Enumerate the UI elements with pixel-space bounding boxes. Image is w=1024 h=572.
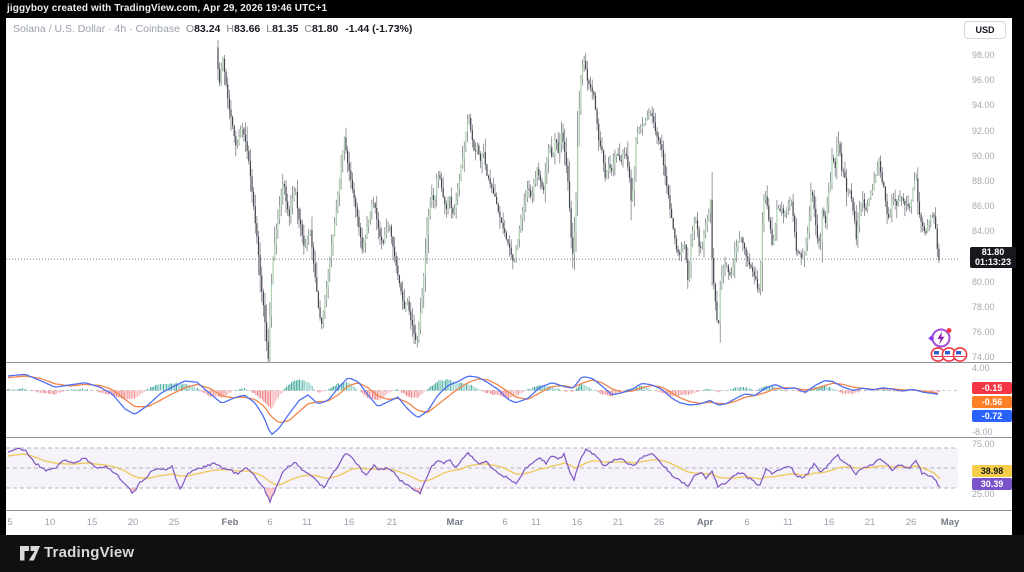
time-axis-label: 26 [905,517,917,528]
rsi-value-badge: 30.39 [972,478,1012,490]
macd-signal-badge: -0.56 [972,396,1012,408]
close-value: 81.80 [311,23,339,35]
time-axis-label: Feb [221,517,239,528]
price-axis-label: 94.00 [972,100,995,111]
macd-axis-label: 4.00 [972,363,990,373]
tradingview-logo-icon[interactable] [19,545,41,562]
macd-axis-label: -8.00 [972,427,993,437]
time-axis-label: 26 [653,517,665,528]
time-axis-label: 11 [783,517,793,528]
currency-toggle-button[interactable]: USD [964,21,1006,39]
low-value: 81.35 [272,23,299,35]
price-axis-label: 76.00 [972,327,995,338]
open-label: O [185,23,195,35]
price-axis-label: 88.00 [972,176,995,186]
price-axis-label: 84.00 [972,226,995,237]
lightning-emoji-icon[interactable] [928,326,954,350]
footer-bar: TradingView [0,535,1024,572]
macd-chart[interactable] [6,363,1012,437]
time-axis-label: Mar [446,517,464,528]
price-axis-label: 96.00 [972,75,995,86]
macd-pane[interactable]: 4.00 -8.00 -0.15 -0.56 -0.72 [6,362,1012,437]
rsi-chart[interactable] [6,438,1012,510]
rsi-axis-label: 25.00 [972,489,995,499]
price-axis-label: 92.00 [972,125,995,136]
macd-line-badge: -0.72 [972,410,1012,422]
candlestick-chart[interactable] [6,40,1012,362]
brand-name[interactable]: TradingView [44,544,135,561]
price-axis-label: 78.00 [972,302,995,312]
low-label: L [266,23,273,35]
time-axis-label: 16 [343,517,355,528]
price-axis-label: 74.00 [972,352,995,363]
last-price-badge: 81.80 01:13:23 [970,247,1016,268]
time-scale[interactable]: 5 10 15 20 25 Feb 6 11 16 21 Mar 6 11 16 21 26 Apr 6 11 16 2… [6,510,1012,535]
open-value: 83.24 [194,23,221,35]
time-axis-label: 16 [571,517,583,528]
flag-badges-emoji-icon[interactable] [930,346,970,363]
time-axis-label: 6 [502,517,508,528]
price-pane[interactable]: 98.00 96.00 94.00 92.00 90.00 88.00 86.00 84.00… [6,40,1016,363]
price-axis-label: 98.00 [972,50,995,60]
time-axis-label: 16 [823,517,835,528]
price-axis-label: 90.00 [972,150,995,161]
bar-countdown: 01:13:23 [974,256,1012,267]
time-axis-label: 15 [86,517,98,528]
time-axis-label: 21 [612,517,624,528]
time-axis-label: 6 [744,517,750,528]
time-axis-label: 21 [864,517,876,528]
high-value: 83.66 [233,23,261,35]
attribution-bar: jiggyboy created with TradingView.com, A… [0,0,1024,18]
time-axis-label: 11 [302,517,312,528]
price-axis-label: 80.00 [972,276,995,287]
symbol-description[interactable]: Solana / U.S. Dollar · 4h · Coinbase [13,23,180,35]
change-value: -1.44 (-1.73%) [345,23,413,35]
time-axis-label: 10 [44,517,56,528]
close-label: C [304,23,312,35]
chart-panel: Solana / U.S. Dollar · 4h · Coinbase O83.… [6,18,1016,535]
rsi-axis-label: 75.00 [972,439,995,449]
last-price: 81.80 [981,247,1005,257]
time-axis-label: May [940,517,960,528]
time-axis-label: 25 [168,517,180,528]
time-axis-label: Apr [696,517,714,528]
time-axis-label: 6 [267,517,273,528]
high-label: H [226,23,234,35]
time-axis-label: 21 [386,517,398,528]
price-axis-label: 86.00 [972,201,995,212]
symbol-header: Solana / U.S. Dollar · 4h · Coinbase O83.… [6,18,1012,40]
macd-histogram-badge: -0.15 [972,382,1012,394]
time-axis-label: 5 [7,517,13,528]
rsi-ma-badge: 38.98 [972,465,1012,477]
attribution-text: jiggyboy created with TradingView.com, A… [7,3,328,14]
time-axis-label: 20 [127,517,139,528]
time-axis-label: 11 [531,517,541,528]
